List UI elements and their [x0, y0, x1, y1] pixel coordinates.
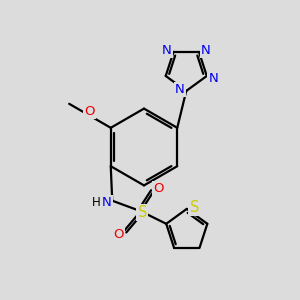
Text: O: O — [114, 228, 124, 241]
Text: N: N — [102, 196, 112, 209]
Text: N: N — [162, 44, 172, 57]
Text: S: S — [190, 200, 199, 215]
Text: N: N — [175, 83, 184, 96]
Text: N: N — [208, 72, 218, 85]
Text: N: N — [201, 44, 210, 57]
Text: S: S — [138, 205, 147, 220]
Text: O: O — [154, 182, 164, 195]
Text: O: O — [84, 105, 94, 118]
Text: H: H — [92, 196, 101, 209]
